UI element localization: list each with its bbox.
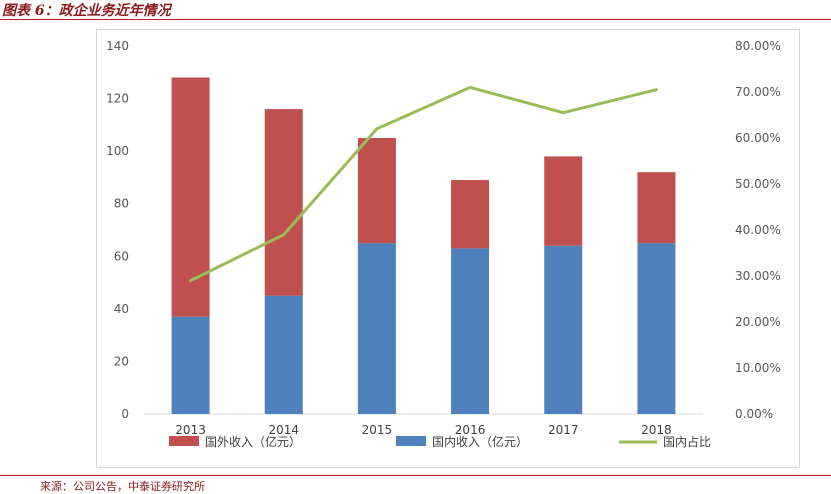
bar-segment [171,77,210,317]
right-axis-tick-label: 10.00% [735,361,781,375]
x-axis-tick-label: 2016 [455,423,486,437]
bar-segment [357,138,396,244]
legend-swatch [396,436,426,446]
bar-segment [264,109,303,296]
x-axis-tick-label: 2015 [362,423,393,437]
left-axis-tick-label: 20 [114,354,129,368]
share-line [189,85,658,283]
bar-segment [544,245,583,414]
left-axis-tick-label: 100 [106,144,129,158]
legend-label: 国外收入（亿元） [205,434,301,449]
right-axis-tick-label: 0.00% [735,407,773,421]
bar-segment [171,316,210,414]
left-axis-tick-label: 0 [121,407,129,421]
bar-segment [637,243,676,414]
right-axis-tick-label: 20.00% [735,315,781,329]
left-axis-tick-label: 40 [114,302,129,316]
bar-segment [637,172,676,244]
x-axis-tick-label: 2017 [548,423,579,437]
bar-segment [544,156,583,246]
figure-title: 图表 6：政企业务近年情况 [2,3,171,19]
left-axis-tick-label: 80 [114,197,129,211]
bar-segment [264,295,303,414]
x-axis-tick-label: 2014 [268,423,299,437]
combo-chart: 0 20 40 60 80 100 120 140 0.00% 10.00% 20.00% 30.00… [106,39,781,449]
source-note: 来源：公司公告，中泰证券研究所 [40,480,205,493]
title-rule [0,19,831,20]
left-axis-tick-label: 140 [106,39,129,53]
right-axis-tick-label: 40.00% [735,223,781,237]
chart-frame: 0 20 40 60 80 100 120 140 0.00% 10.00% 20.00% 30.00… [96,29,800,468]
bar-segment [451,248,490,414]
bar-segment [451,180,490,249]
legend-label: 国内收入（亿元） [432,434,528,449]
right-axis-tick-label: 30.00% [735,269,781,283]
right-axis-tick-label: 60.00% [735,131,781,145]
left-axis-tick-label: 120 [106,92,129,106]
source-rule [0,475,831,476]
legend-label: 国内占比 [663,434,711,449]
right-axis-tick-label: 80.00% [735,39,781,53]
x-axis-tick-label: 2013 [175,423,206,437]
left-axis-tick-label: 60 [114,249,129,263]
x-axis-tick-label: 2018 [641,423,672,437]
legend-swatch [169,436,199,446]
right-axis-tick-label: 70.00% [735,85,781,99]
bar-segment [357,243,396,414]
right-axis-tick-label: 50.00% [735,177,781,191]
